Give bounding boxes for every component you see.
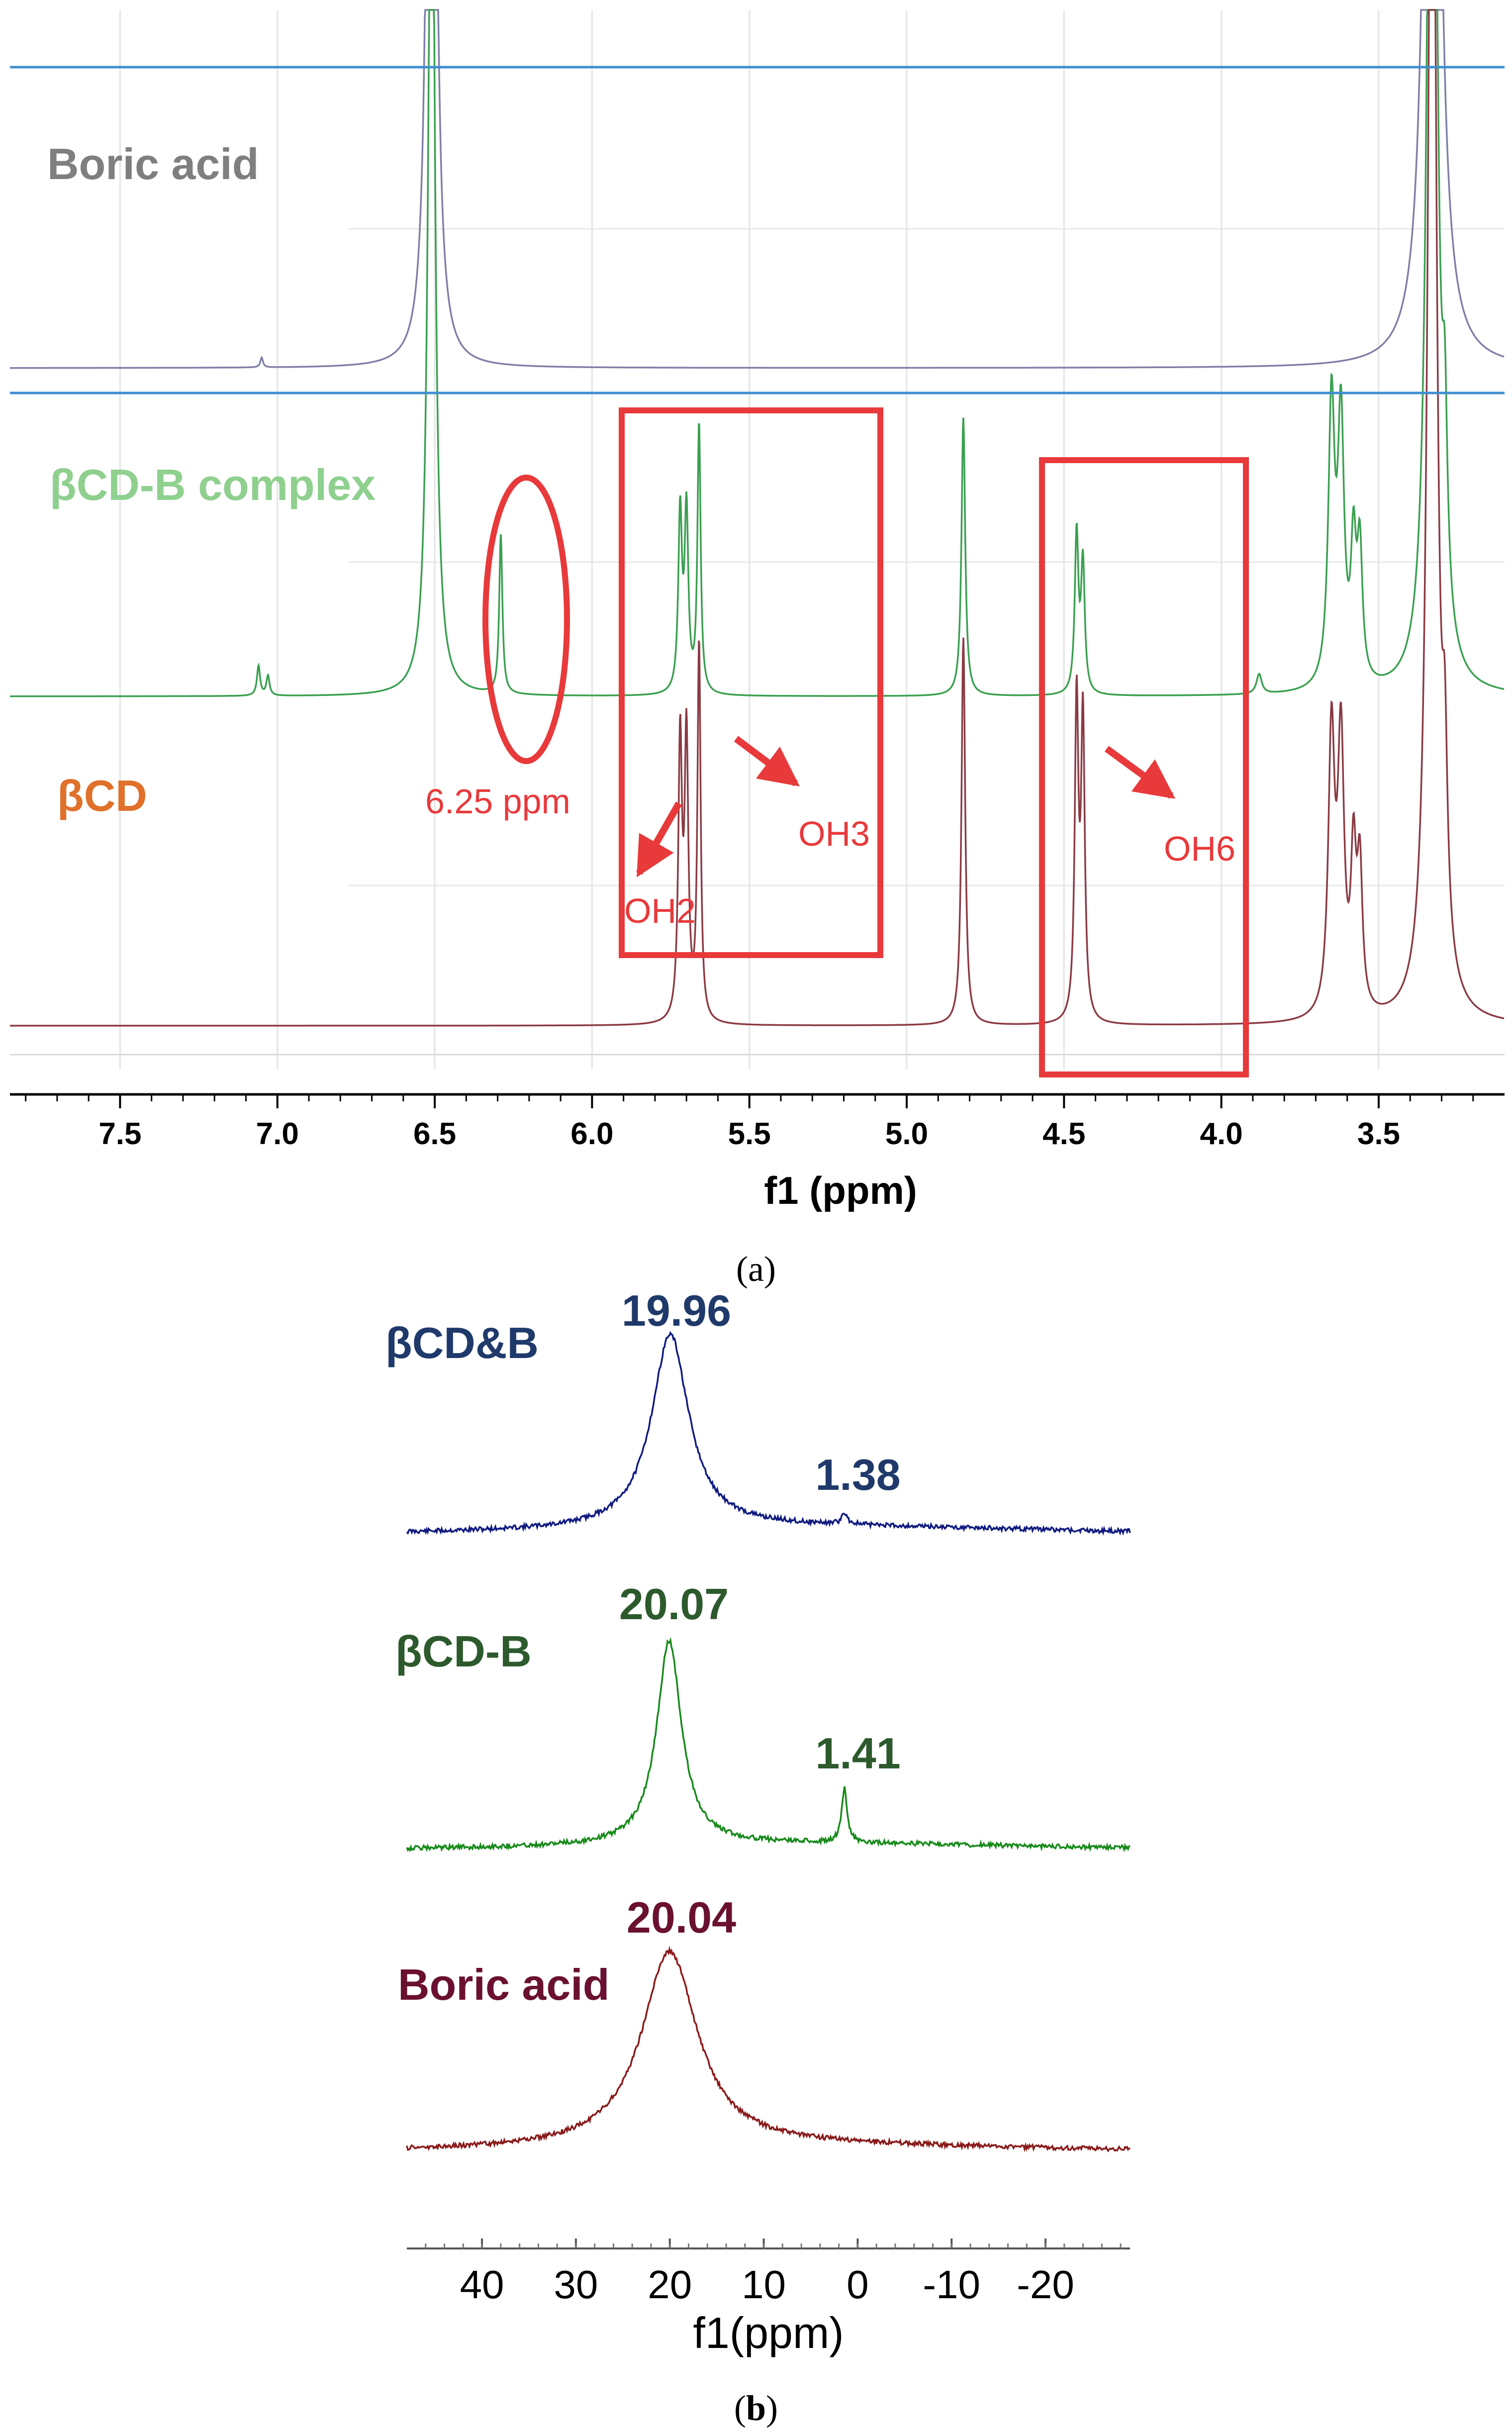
panel-b-tick-label: 30 [554,2262,598,2307]
annotation-6-25-ppm: 6.25 ppm [425,782,570,821]
panel-a-tick-label: 5.0 [885,1117,928,1151]
panel-a-caption: (a) [736,1249,776,1289]
peak-label-20-07: 20.07 [619,1579,729,1629]
panel-b: βCD&B βCD-B Boric acid 19.96 1.38 20.07 … [385,1286,1131,2428]
spectrum-boric-acid-b [406,1946,1131,2152]
panel-a-tick-label: 4.5 [1042,1117,1085,1151]
panel-a-tick-label: 3.5 [1357,1117,1400,1151]
panel-a-annotations: 6.25 ppm OH2 OH3 OH6 [425,407,1249,1077]
label-bcd-b: βCD-B [395,1627,532,1676]
peak-label-1-41: 1.41 [815,1729,900,1778]
panel-b-tick-label: 10 [742,2262,786,2307]
spectrum-boric-acid [10,9,1505,369]
annotation-arrows [636,736,1176,877]
annotation-box-oh2-oh3 [619,407,883,958]
annotation-oh3: OH3 [798,814,870,853]
annotation-oh2: OH2 [624,891,696,930]
panel-a-tick-label: 6.5 [413,1117,456,1151]
panel-a-tick-label: 6.0 [570,1117,613,1151]
panel-b-x-ticks: 40 30 20 10 0 -10 -20 [425,2239,1122,2307]
spectrum-bcd-b [406,1637,1131,1852]
panel-a-tick-label: 7.5 [98,1117,141,1151]
panel-a-background [0,0,1512,1099]
peak-label-20-04: 20.04 [627,1893,736,1942]
panel-b-tick-label: -20 [1017,2262,1074,2307]
arrow-oh2-head [637,833,674,877]
panel-a: Boric acid βCD-B complex βCD 6.25 ppm OH… [0,0,1512,1289]
panel-b-tick-label: 40 [460,2262,504,2307]
annotation-ellipse-6-25 [482,475,570,764]
arrow-oh3-head [756,747,800,786]
panel-a-spectra [10,9,1505,1027]
panel-a-tick-label: 4.0 [1200,1117,1243,1151]
panel-a-x-ticks: 7.5 7.0 6.5 6.0 5.5 5.0 4.5 4.0 3.5 [25,1094,1474,1151]
peak-label-1-38: 1.38 [815,1450,900,1499]
spectrum-bcd-and-b [406,1331,1131,1536]
label-boric-acid: Boric acid [47,139,259,189]
panel-b-spectra [406,1331,1131,2152]
panel-b-tick-label: 20 [648,2262,692,2307]
panel-b-x-axis-label: f1(ppm) [693,2308,844,2357]
label-bcd-and-b: βCD&B [385,1318,539,1367]
label-complex: βCD-B complex [50,460,376,509]
panel-b-caption: (b) [734,2388,778,2428]
spectrum-bcd [10,9,1505,1027]
label-bcd: βCD [57,771,147,820]
arrow-oh6-head [1131,759,1176,799]
spectrum-complex [10,9,1505,697]
panel-b-tick-label: 0 [847,2262,869,2307]
panel-a-tick-label: 7.0 [256,1117,299,1151]
peak-label-19-96: 19.96 [622,1286,731,1335]
panel-a-tick-label: 5.5 [728,1117,771,1151]
panel-b-tick-label: -10 [923,2262,980,2307]
annotation-oh6: OH6 [1164,829,1235,868]
annotation-box-oh6 [1039,457,1249,1077]
panel-a-x-axis-label: f1 (ppm) [764,1169,917,1212]
label-boric-acid-b: Boric acid [398,1960,609,2009]
